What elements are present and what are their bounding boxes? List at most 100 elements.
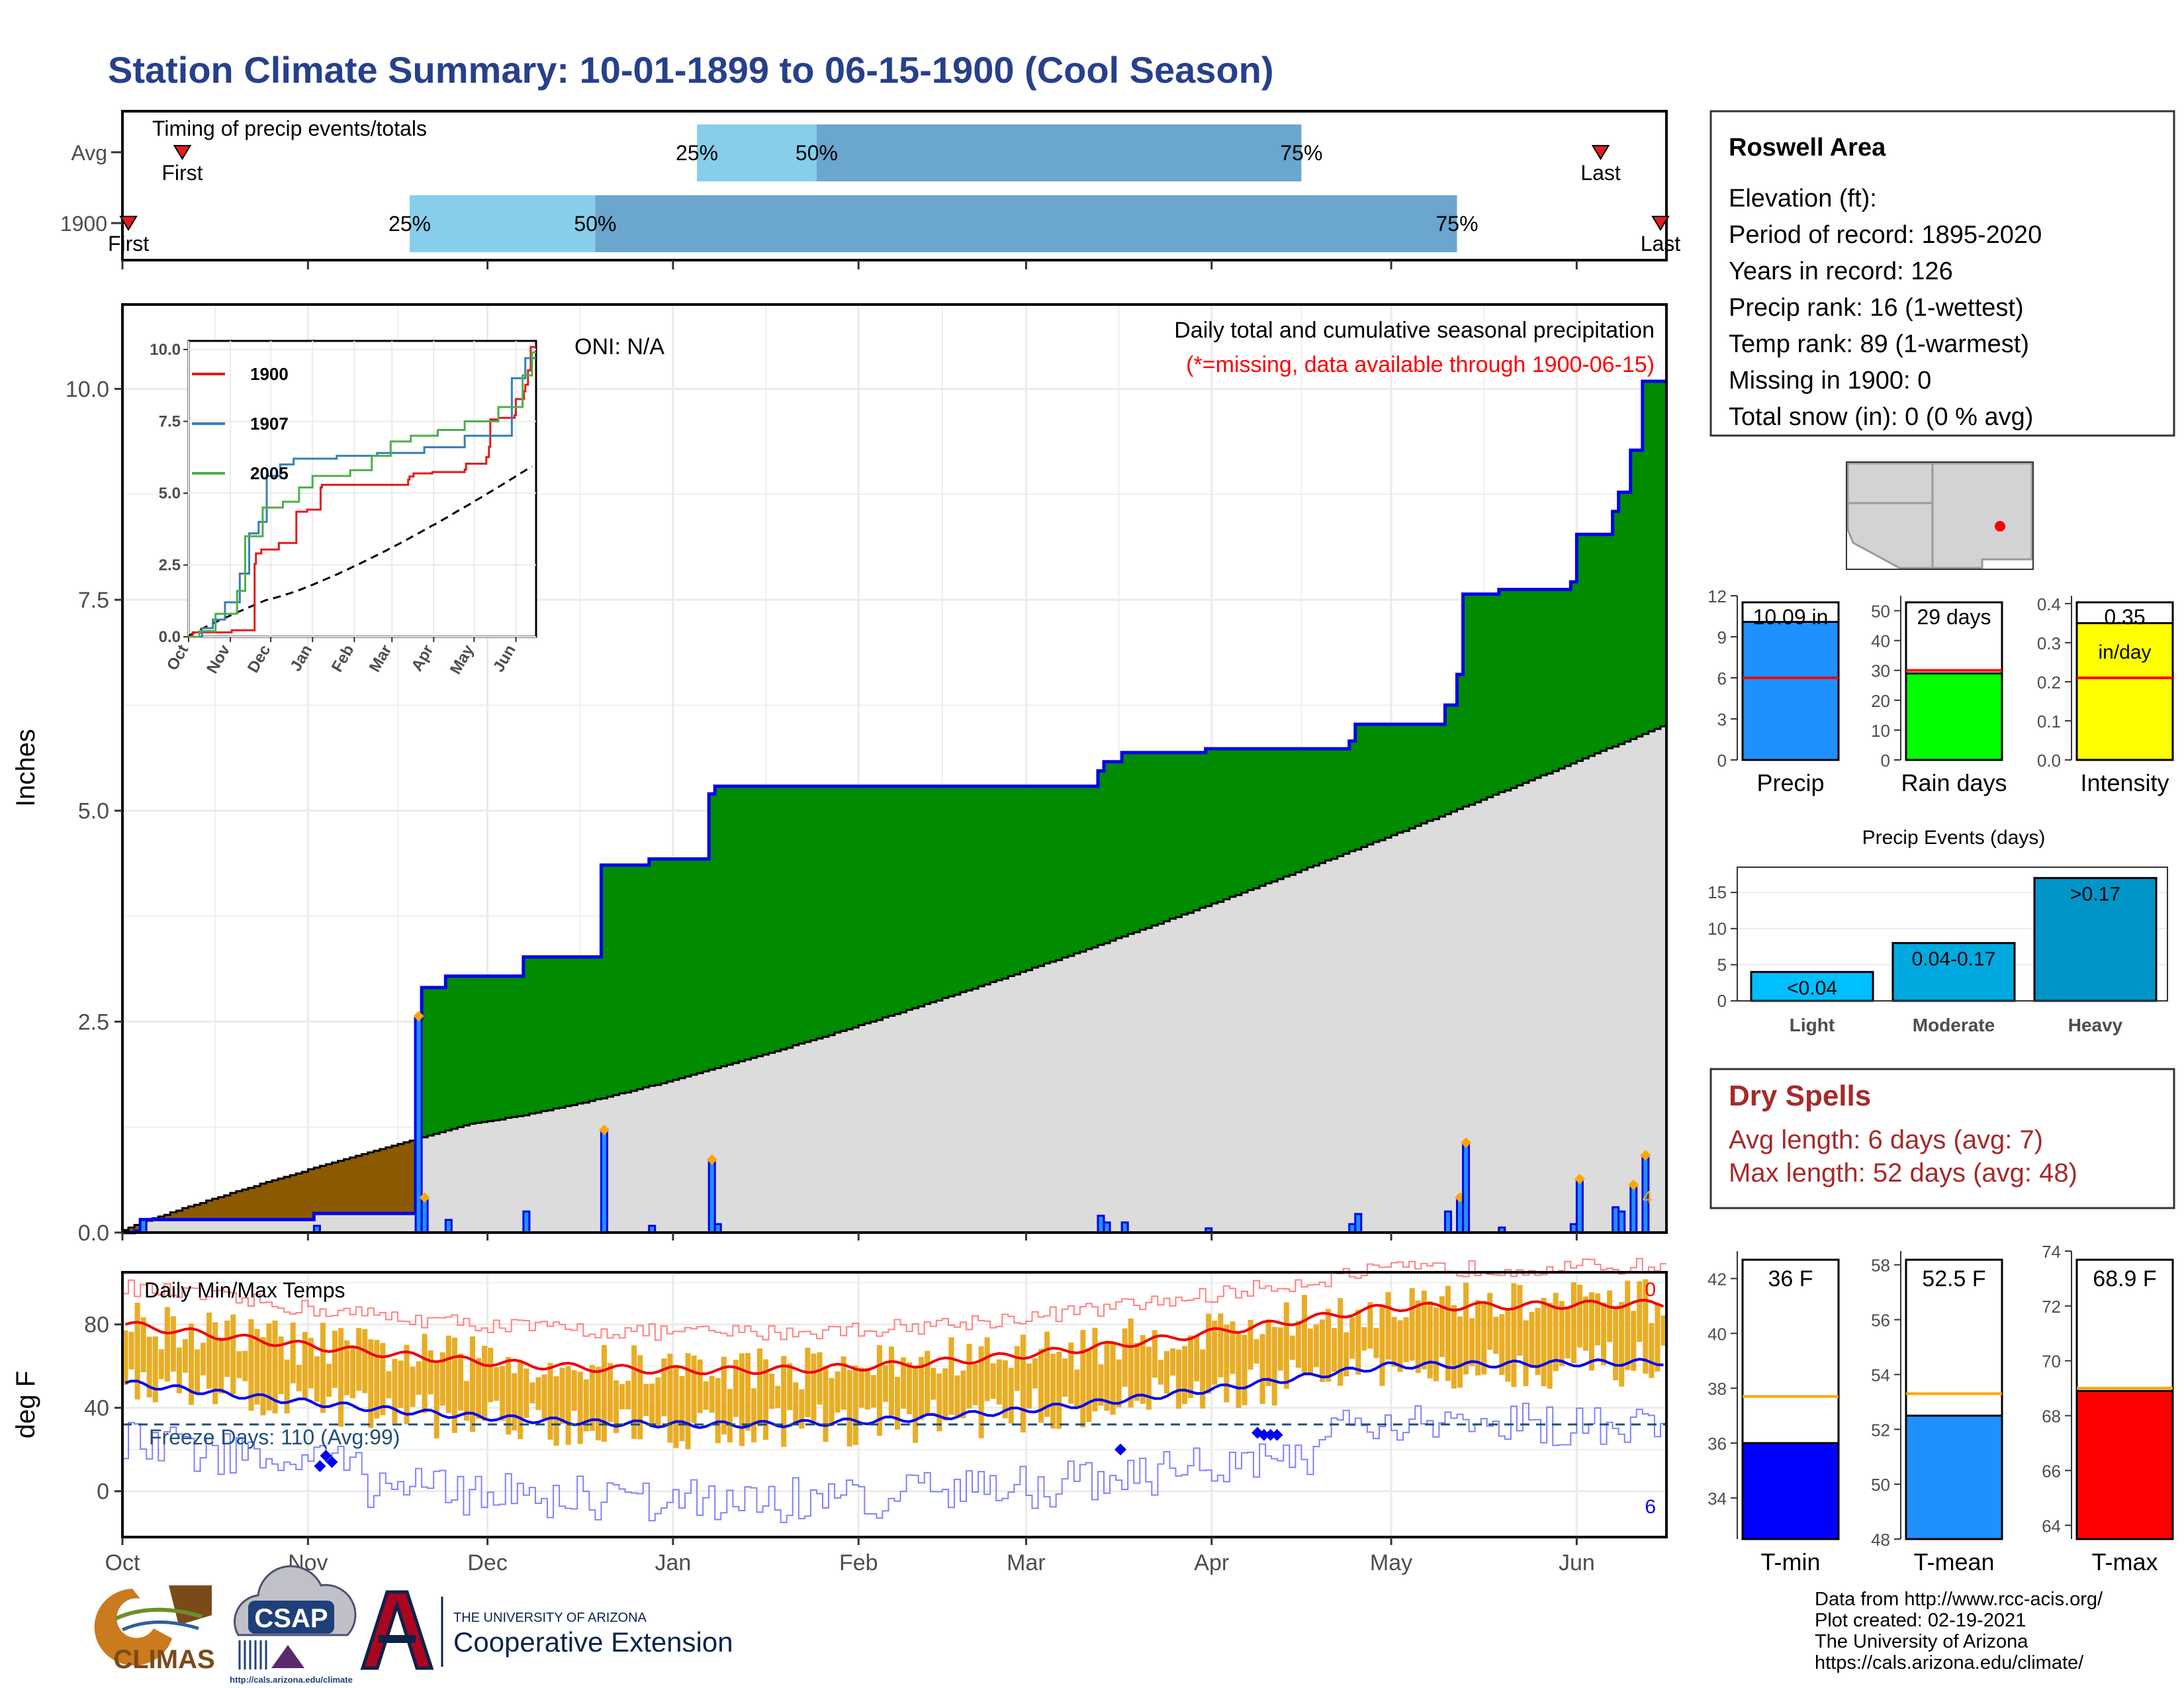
daily-temp-bar bbox=[1194, 1335, 1200, 1382]
daily-temp-bar bbox=[1212, 1320, 1218, 1385]
temp-bar-y-tick: 72 bbox=[2042, 1297, 2061, 1317]
daily-temp-bar bbox=[278, 1336, 284, 1395]
daily-temp-bar bbox=[619, 1383, 625, 1409]
daily-temp-bar bbox=[1463, 1282, 1469, 1375]
event-bar bbox=[1891, 942, 2016, 1002]
daily-temp-bar bbox=[709, 1376, 715, 1413]
daily-temp-bar bbox=[1661, 1315, 1666, 1346]
timing-p50-label: 50% bbox=[796, 141, 838, 165]
footer-line: The University of Arizona bbox=[1815, 1631, 2028, 1652]
daily-temp-bar bbox=[248, 1319, 254, 1411]
month-label: May bbox=[1370, 1550, 1412, 1575]
daily-temp-bar bbox=[1038, 1348, 1044, 1423]
daily-temp-bar bbox=[595, 1366, 601, 1440]
daily-temp-bar bbox=[392, 1358, 398, 1424]
daily-temp-bar bbox=[356, 1328, 362, 1391]
summary-bar bbox=[1905, 672, 2003, 761]
temp-bar-label: T-max bbox=[2091, 1548, 2158, 1575]
daily-temp-bar bbox=[1559, 1301, 1565, 1366]
record-low-marker bbox=[1115, 1443, 1127, 1456]
timing-row-label: 1900 bbox=[60, 212, 107, 236]
daily-temp-bar bbox=[931, 1368, 936, 1400]
daily-temp-bar bbox=[1134, 1342, 1140, 1401]
temp-value-label: 36 F bbox=[1768, 1266, 1813, 1291]
daily-temp-bar bbox=[272, 1320, 278, 1414]
daily-temp-bar bbox=[338, 1328, 344, 1427]
daily-temp-bar bbox=[966, 1344, 972, 1409]
daily-precip-bar bbox=[600, 1130, 608, 1234]
footer-line: Data from http://www.rcc-acis.org/ bbox=[1815, 1589, 2103, 1610]
record-low-marker bbox=[320, 1450, 332, 1462]
footer: Data from http://www.rcc-acis.org/Plot c… bbox=[94, 1565, 2103, 1685]
daily-temp-bar bbox=[1355, 1309, 1361, 1375]
daily-temp-bar bbox=[553, 1376, 559, 1446]
daily-temp-bar bbox=[1607, 1290, 1613, 1342]
daily-temp-bar bbox=[571, 1370, 577, 1411]
max-missing-count: 0 bbox=[1645, 1279, 1656, 1301]
inset-y-tick: 0.0 bbox=[159, 628, 181, 646]
event-value-label: 0.04-0.17 bbox=[1912, 949, 1996, 970]
daily-temp-bar bbox=[416, 1361, 422, 1395]
temp-y-tick: 40 bbox=[84, 1396, 109, 1421]
daily-temp-bar bbox=[607, 1363, 613, 1423]
temp-bar bbox=[1741, 1442, 1840, 1540]
temp-bar-y-tick: 52 bbox=[1871, 1420, 1890, 1440]
last-event-label: Last bbox=[1580, 161, 1621, 185]
daily-temp-bar bbox=[541, 1374, 547, 1419]
bar-y-tick: 3 bbox=[1717, 710, 1727, 729]
daily-temp-bar bbox=[410, 1366, 416, 1407]
daily-temp-bar bbox=[1014, 1346, 1020, 1391]
daily-temp-bar bbox=[201, 1342, 206, 1376]
first-event-marker bbox=[119, 216, 138, 231]
daily-temp-bar bbox=[888, 1346, 894, 1416]
summary-value-unit: in/day bbox=[2098, 641, 2151, 663]
bar-y-tick: 12 bbox=[1707, 586, 1727, 606]
record-low-marker bbox=[326, 1456, 338, 1468]
daily-temp-bar bbox=[1523, 1320, 1529, 1387]
daily-temp-bar bbox=[362, 1329, 368, 1393]
daily-temp-bar bbox=[1391, 1317, 1397, 1367]
daily-temp-bar bbox=[1367, 1302, 1373, 1349]
daily-temp-bar bbox=[1403, 1317, 1409, 1362]
daily-temp-bar bbox=[589, 1364, 595, 1431]
timing-label: Timing of precip events/totals bbox=[152, 117, 427, 140]
daily-temp-bar bbox=[942, 1368, 948, 1421]
daily-temp-bar bbox=[739, 1353, 745, 1446]
daily-temp-bar bbox=[1277, 1327, 1283, 1371]
station-info-line: Temp rank: 89 (1-warmest) bbox=[1729, 330, 2029, 358]
daily-temp-bar bbox=[1643, 1279, 1649, 1374]
daily-temp-bar bbox=[1649, 1323, 1655, 1378]
daily-temp-bar bbox=[1110, 1343, 1116, 1415]
daily-precip-bar bbox=[1354, 1213, 1363, 1234]
station-info-line: Years in record: 126 bbox=[1729, 258, 1953, 285]
temp-frame bbox=[121, 1271, 1668, 1538]
daily-temp-bar bbox=[757, 1348, 763, 1427]
dry-spells-box: Dry Spells Avg length: 6 days (avg: 7) Max… bbox=[1709, 1068, 2175, 1209]
daily-temp-bar bbox=[715, 1378, 721, 1444]
temp-panel-label: Daily Min/Max Temps bbox=[144, 1278, 345, 1302]
above-average-area bbox=[140, 381, 1667, 1223]
inset-y-tick: 7.5 bbox=[159, 413, 181, 431]
event-bar bbox=[1750, 970, 1874, 1002]
heavy-event-marker bbox=[706, 1154, 717, 1165]
daily-temp-bar bbox=[1576, 1284, 1582, 1348]
daily-temp-bar bbox=[1200, 1349, 1206, 1409]
daily-temp-bar bbox=[1332, 1328, 1338, 1372]
daily-temp-bar bbox=[374, 1340, 380, 1419]
daily-temp-bar bbox=[769, 1373, 775, 1409]
daily-temp-bar bbox=[236, 1351, 242, 1378]
daily-precip-bar bbox=[444, 1219, 453, 1234]
daily-temp-bar bbox=[1169, 1348, 1176, 1376]
record-low-line bbox=[122, 1403, 1666, 1523]
daily-temp-bar bbox=[1631, 1311, 1637, 1371]
daily-temp-bar bbox=[1541, 1297, 1547, 1387]
csap-text: CSAP bbox=[254, 1604, 328, 1633]
events-y-tick: 10 bbox=[1707, 919, 1727, 939]
daily-temp-bar bbox=[1236, 1334, 1242, 1409]
daily-temp-bar bbox=[787, 1363, 793, 1411]
daily-temp-bar bbox=[1637, 1281, 1643, 1342]
summary-bar-label: Precip bbox=[1756, 769, 1824, 796]
daily-temp-bar bbox=[224, 1320, 230, 1378]
daily-temp-bar bbox=[1594, 1293, 1601, 1346]
daily-precip-bar bbox=[1103, 1221, 1111, 1234]
